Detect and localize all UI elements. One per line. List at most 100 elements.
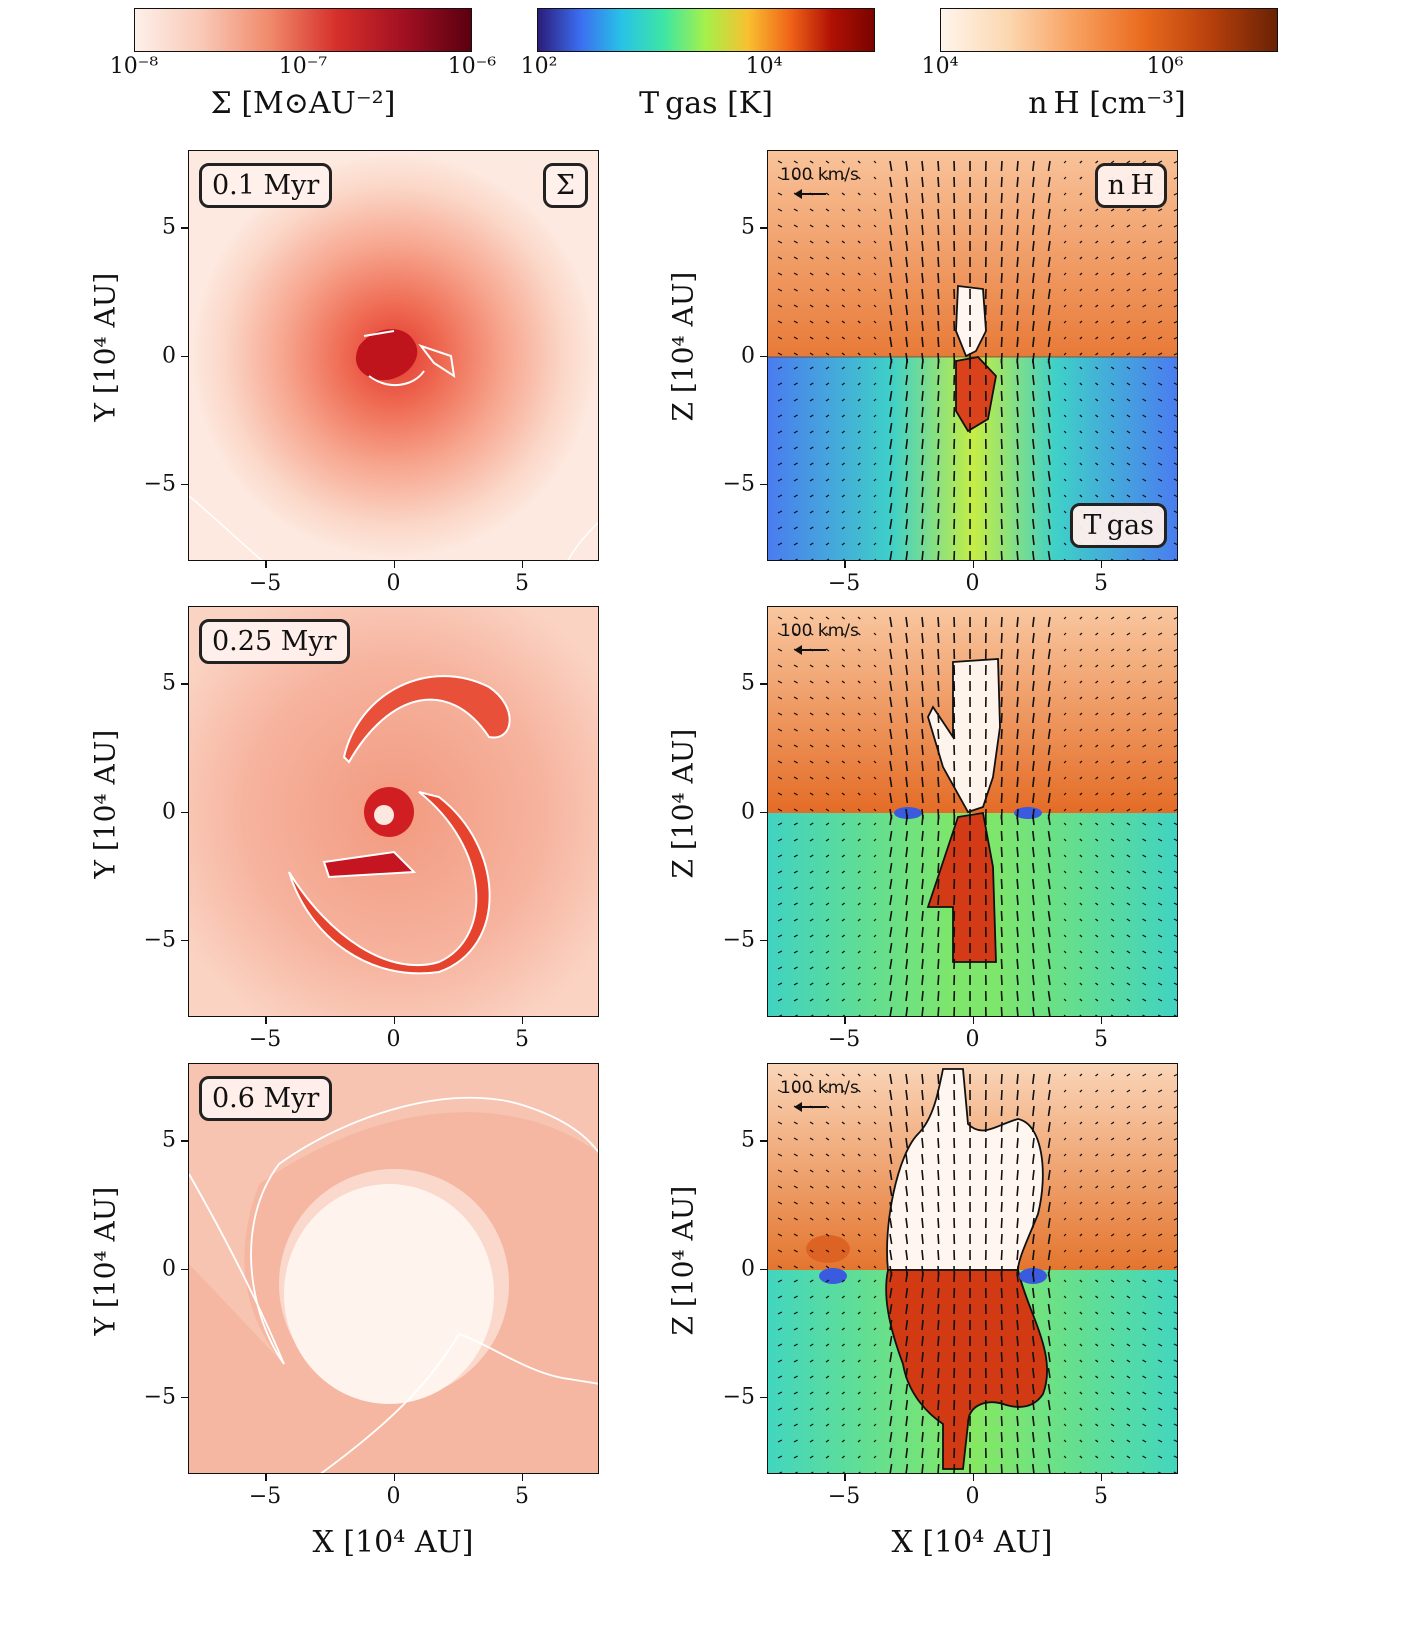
velocity-arrow: [793, 1265, 798, 1269]
velocity-arrow: [1047, 176, 1051, 188]
velocity-arrow: [1031, 192, 1035, 204]
velocity-arrow: [1016, 696, 1019, 708]
velocity-arrow: [1110, 1327, 1115, 1331]
velocity-arrow: [1000, 1217, 1003, 1229]
velocity-arrow: [793, 712, 798, 716]
velocity-arrow: [873, 680, 877, 684]
velocity-arrow: [1031, 776, 1035, 788]
velocity-arrow: [793, 696, 798, 700]
velocity-arrow: [777, 1343, 783, 1347]
velocity-arrow: [809, 160, 814, 164]
x-tick: [844, 561, 846, 568]
velocity-arrow: [777, 792, 783, 796]
x-tick: [844, 1474, 846, 1481]
velocity-arrow: [905, 160, 909, 172]
velocity-arrow: [825, 1217, 830, 1221]
velocity-arrow: [889, 712, 893, 724]
velocity-arrow: [1110, 1169, 1115, 1173]
velocity-arrow: [873, 918, 877, 922]
velocity-arrow: [1173, 192, 1177, 196]
velocity-arrow: [1079, 192, 1083, 196]
velocity-arrow: [905, 534, 909, 546]
velocity-arrow: [937, 728, 940, 740]
velocity-arrow: [1031, 336, 1035, 348]
velocity-arrow: [1173, 160, 1177, 164]
x-tick-label: 5: [1093, 571, 1108, 596]
velocity-arrow: [841, 1121, 845, 1125]
velocity-arrow: [1047, 502, 1051, 514]
velocity-arrow: [873, 1265, 877, 1269]
velocity-arrow: [1110, 822, 1115, 826]
velocity-arrow: [1031, 1383, 1035, 1395]
velocity-arrow: [1142, 950, 1147, 954]
velocity-arrow: [1063, 950, 1067, 954]
velocity-arrow: [1110, 1375, 1115, 1379]
velocity-arrow: [1063, 902, 1067, 906]
x-tick-label: 5: [514, 1027, 529, 1052]
velocity-arrow: [1063, 728, 1067, 732]
velocity-arrow: [1173, 1265, 1177, 1269]
velocity-arrow: [809, 526, 814, 530]
velocity-arrow: [793, 478, 798, 482]
velocity-arrow: [857, 176, 861, 180]
velocity-arrow: [1110, 288, 1115, 292]
velocity-arrow: [842, 558, 845, 560]
velocity-arrow: [809, 998, 814, 1002]
y-tick-label: −5: [722, 471, 755, 497]
velocity-arrow: [905, 1006, 909, 1016]
velocity-arrow: [857, 1105, 861, 1109]
velocity-arrow: [1110, 336, 1115, 340]
velocity-arrow: [1142, 1233, 1147, 1237]
velocity-arrow: [825, 744, 830, 748]
velocity-arrow: [1000, 1249, 1003, 1261]
velocity-arrow: [826, 558, 830, 560]
velocity-arrow: [1142, 966, 1147, 970]
velocity-arrow: [1126, 382, 1131, 386]
velocity-arrow: [1063, 886, 1067, 890]
velocity-arrow: [1110, 1137, 1115, 1141]
velocity-arrow: [1047, 632, 1051, 644]
velocity-arrow: [809, 1249, 814, 1253]
velocity-arrow: [937, 390, 940, 402]
velocity-arrow: [1031, 454, 1035, 466]
velocity-arrow: [793, 776, 798, 780]
velocity-arrow: [1079, 558, 1082, 560]
velocity-arrow: [1079, 398, 1083, 402]
velocity-arrow: [809, 822, 814, 826]
velocity-arrow: [889, 1271, 893, 1283]
velocity-arrow: [1173, 526, 1177, 530]
velocity-arrow: [873, 1311, 877, 1315]
velocity-arrow: [825, 1343, 830, 1347]
velocity-arrow: [905, 830, 909, 842]
velocity-arrow: [1095, 224, 1099, 228]
velocity-arrow: [1095, 808, 1099, 812]
velocity-arrow: [1110, 1201, 1115, 1205]
velocity-arrow: [1142, 1105, 1147, 1109]
velocity-arrow: [873, 838, 877, 842]
velocity-arrow: [857, 352, 861, 356]
velocity-arrow: [921, 648, 924, 660]
x-tick-label: 5: [1093, 1484, 1108, 1509]
velocity-arrow: [1110, 808, 1115, 812]
velocity-arrow: [1000, 744, 1003, 756]
velocity-arrow: [889, 1431, 893, 1443]
velocity-arrow: [1095, 446, 1099, 450]
velocity-arrow: [937, 358, 940, 370]
velocity-arrow: [1079, 272, 1083, 276]
velocity-arrow: [1173, 1249, 1177, 1253]
velocity-arrow: [1173, 208, 1177, 212]
velocity-arrow: [777, 1089, 783, 1093]
velocity-arrow: [777, 1201, 783, 1205]
velocity-arrow: [857, 1169, 861, 1173]
velocity-arrow: [1016, 792, 1019, 804]
velocity-arrow: [841, 510, 845, 514]
velocity-arrow: [889, 502, 893, 514]
velocity-arrow: [873, 510, 877, 514]
velocity-arrow: [1126, 664, 1131, 668]
velocity-arrow: [1110, 1471, 1114, 1473]
velocity-arrow: [1000, 272, 1003, 284]
velocity-arrow: [1173, 462, 1177, 466]
velocity-arrow: [1095, 494, 1099, 498]
velocity-arrow: [1063, 304, 1067, 308]
velocity-arrow: [1016, 502, 1019, 514]
